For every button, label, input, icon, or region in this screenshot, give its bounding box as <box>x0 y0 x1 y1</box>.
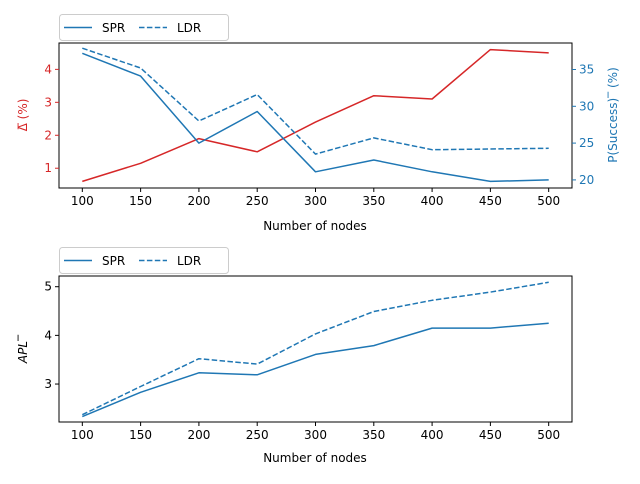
top-x-tick-label: 300 <box>304 194 327 208</box>
bottom-x-tick-label: 300 <box>304 428 327 442</box>
top-x-tick-label: 100 <box>71 194 94 208</box>
bottom-apl-ldr-line <box>81 281 549 416</box>
top-success-spr-line <box>82 52 549 183</box>
top-left-y-axis-ticks: 1 2 3 4 <box>44 62 59 175</box>
bottom-subplot: 100 150 200 250 300 350 400 450 500 3 4 5 Number o… <box>16 247 573 465</box>
top-legend-ldr-label: LDR <box>177 21 201 35</box>
bottom-y-tick-label: 4 <box>44 328 52 342</box>
bottom-legend: SPR LDR <box>59 247 229 274</box>
top-legend-spr-label: SPR <box>102 21 125 35</box>
top-left-y-tick-label: 2 <box>44 128 52 142</box>
top-x-tick-label: 350 <box>362 194 385 208</box>
bottom-x-tick-label: 250 <box>246 428 269 442</box>
bottom-apl-spr-line <box>82 322 549 418</box>
top-success-ldr-line <box>82 47 549 155</box>
bottom-x-tick-label: 350 <box>362 428 385 442</box>
top-delta-line <box>82 48 549 183</box>
top-subplot: 100 150 200 250 300 350 400 450 500 1 2 3 4 20 25 30 3… <box>16 14 620 233</box>
bottom-x-tick-label: 450 <box>479 428 502 442</box>
top-left-y-tick-label: 4 <box>44 62 52 76</box>
bottom-x-tick-label: 500 <box>537 428 560 442</box>
bottom-y-tick-label: 3 <box>44 377 52 391</box>
bottom-x-tick-label: 150 <box>129 428 152 442</box>
top-x-tick-label: 200 <box>187 194 210 208</box>
bottom-y-axis-ticks: 3 4 5 <box>44 280 59 391</box>
top-legend: SPR LDR <box>59 14 229 41</box>
top-right-y-axis-label: P(Success)‾ (%) <box>606 67 620 162</box>
top-right-y-tick-label: 20 <box>579 173 594 187</box>
top-x-axis-label: Number of nodes <box>263 219 367 233</box>
bottom-x-axis-label: Number of nodes <box>263 451 367 465</box>
top-left-y-tick-label: 1 <box>44 161 52 175</box>
top-x-tick-label: 500 <box>537 194 560 208</box>
top-x-tick-label: 450 <box>479 194 502 208</box>
bottom-y-tick-label: 5 <box>44 280 52 294</box>
bottom-x-tick-label: 200 <box>187 428 210 442</box>
top-left-y-tick-label: 3 <box>44 95 52 109</box>
bottom-x-tick-label: 400 <box>421 428 444 442</box>
top-x-tick-label: 150 <box>129 194 152 208</box>
top-right-y-tick-label: 25 <box>579 136 594 150</box>
bottom-x-tick-label: 100 <box>71 428 94 442</box>
top-x-tick-label: 250 <box>246 194 269 208</box>
bottom-legend-ldr-label: LDR <box>177 254 201 268</box>
top-right-y-tick-label: 35 <box>579 62 594 76</box>
bottom-x-axis-ticks: 100 150 200 250 300 350 400 450 500 <box>71 422 560 442</box>
bottom-legend-spr-label: SPR <box>102 254 125 268</box>
top-right-y-tick-label: 30 <box>579 99 594 113</box>
top-series-lines <box>82 47 549 183</box>
top-right-y-axis-ticks: 20 25 30 35 <box>572 62 594 187</box>
top-left-y-axis-label: Δ̅ (%) <box>16 99 30 132</box>
top-x-axis-ticks: 100 150 200 250 300 350 400 450 500 <box>71 188 560 208</box>
bottom-series-lines <box>81 281 549 418</box>
top-x-tick-label: 400 <box>421 194 444 208</box>
bottom-y-axis-label: APL‾ <box>16 334 30 364</box>
